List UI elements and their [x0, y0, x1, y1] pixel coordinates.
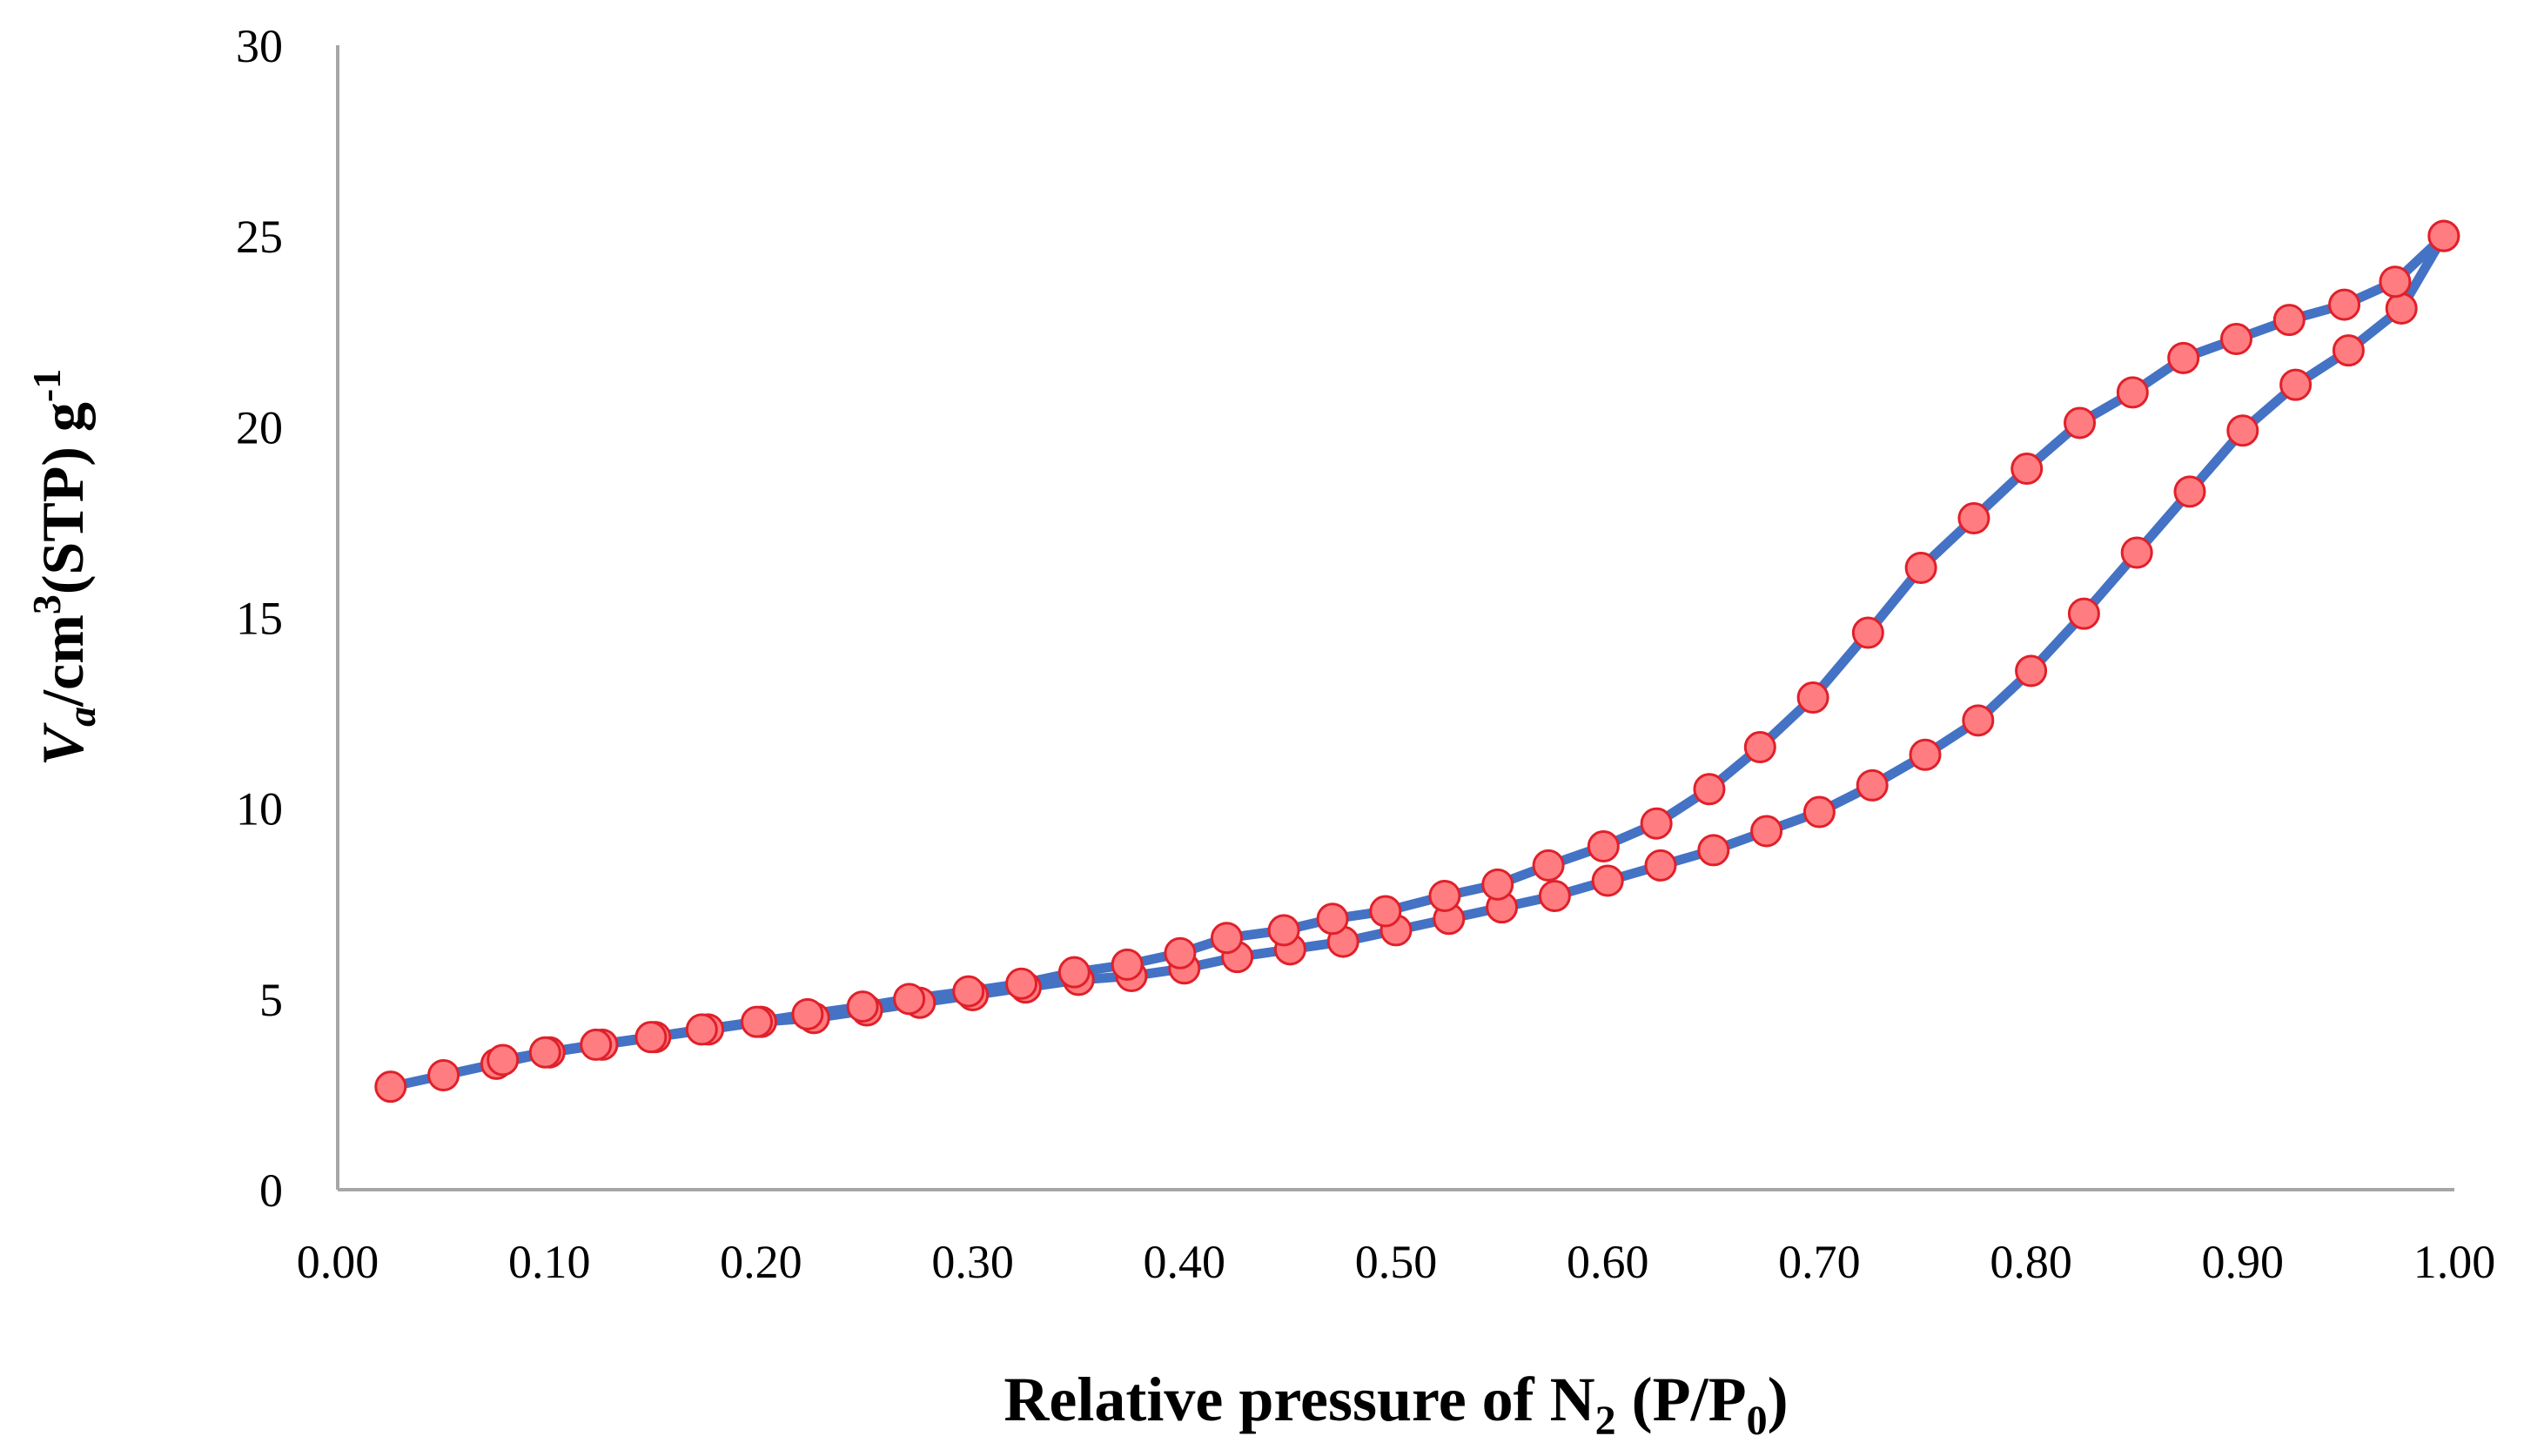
data-point-adsorption [2385, 292, 2418, 325]
y-tick-label: 0 [259, 1164, 283, 1217]
y-tick-label: 15 [236, 593, 283, 645]
series-line-desorption [498, 231, 2449, 1065]
data-point-desorption [1640, 807, 1673, 840]
data-point-desorption [1851, 616, 1884, 649]
data-point-desorption [634, 1021, 668, 1054]
y-tick-labels: 0 5 10 15 20 25 30 [236, 20, 283, 1217]
data-point-desorption [741, 1005, 774, 1038]
data-point-desorption [2379, 265, 2412, 299]
data-point-desorption [2328, 288, 2361, 321]
data-point-desorption [846, 990, 879, 1023]
data-point-adsorption [1802, 795, 1836, 829]
x-tick-label: 0.20 [720, 1236, 802, 1288]
data-point-desorption [1904, 552, 1937, 585]
data-point-adsorption [1644, 849, 1677, 882]
x-tick-label: 0.10 [508, 1236, 591, 1288]
data-point-adsorption [2067, 597, 2100, 630]
data-point-adsorption [2015, 654, 2048, 688]
series-lines [386, 231, 2449, 1092]
data-point-desorption [528, 1036, 561, 1069]
data-point-desorption [952, 975, 985, 1008]
data-point-adsorption [2226, 414, 2259, 447]
data-point-desorption [1532, 849, 1565, 882]
data-point-desorption [2272, 304, 2306, 337]
data-point-desorption [2427, 219, 2460, 252]
data-point-desorption [1210, 922, 1243, 955]
data-point-desorption [2116, 376, 2149, 409]
x-tick-label: 0.50 [1355, 1236, 1438, 1288]
data-point-adsorption [2279, 368, 2313, 401]
data-point-desorption [1428, 879, 1461, 912]
x-tick-label: 1.00 [2413, 1236, 2496, 1288]
data-point-adsorption [1856, 768, 1889, 802]
x-tick-label: 0.90 [2202, 1236, 2285, 1288]
data-point-desorption [2064, 406, 2097, 439]
data-point-adsorption [2120, 536, 2153, 569]
y-tick-label: 10 [236, 783, 283, 835]
data-point-adsorption [1750, 815, 1783, 848]
x-tick-label: 0.80 [1990, 1236, 2072, 1288]
series-line-adsorption [386, 231, 2449, 1092]
data-point-desorption [1743, 731, 1776, 764]
x-tick-labels: 0.00 0.10 0.20 0.30 0.40 0.50 0.60 0.70 0.80 0.90… [297, 1236, 2496, 1288]
x-tick-label: 0.40 [1144, 1236, 1226, 1288]
data-point-desorption [2167, 341, 2200, 374]
data-point-desorption [1316, 902, 1349, 936]
data-point-desorption [1796, 681, 1829, 715]
data-point-desorption [893, 983, 926, 1016]
data-point-adsorption [427, 1059, 460, 1091]
data-point-desorption [1111, 948, 1144, 981]
data-point-desorption [1693, 773, 1726, 806]
data-point-desorption [1005, 967, 1038, 1000]
x-tick-label: 0.30 [931, 1236, 1014, 1288]
data-point-adsorption [1962, 704, 1995, 737]
x-axis-label: Relative pressure of N2 (P/P0) [1004, 1365, 1788, 1444]
data-point-adsorption [374, 1070, 407, 1104]
data-point-desorption [2220, 323, 2253, 356]
series-markers [374, 219, 2460, 1104]
data-point-desorption [1957, 502, 1990, 535]
x-tick-label: 0.00 [297, 1236, 379, 1288]
data-point-adsorption [1697, 834, 1730, 867]
y-tick-label: 25 [236, 211, 283, 263]
y-axis-label: Va/cm3(STP) g-1 [24, 369, 104, 766]
data-point-desorption [1587, 830, 1620, 862]
data-point-adsorption [1909, 738, 1942, 771]
data-point-desorption [1164, 936, 1197, 970]
data-point-desorption [580, 1028, 613, 1061]
y-tick-label: 20 [236, 401, 283, 453]
axes [336, 45, 2454, 1191]
data-point-desorption [1057, 956, 1091, 989]
data-point-desorption [1267, 914, 1300, 947]
x-tick-label: 0.60 [1567, 1236, 1649, 1288]
data-point-adsorption [2332, 334, 2365, 367]
data-point-desorption [791, 997, 824, 1030]
data-point-desorption [2010, 453, 2044, 486]
data-point-desorption [1369, 895, 1402, 928]
y-tick-label: 30 [236, 20, 283, 72]
y-tick-label: 5 [259, 974, 283, 1026]
data-point-adsorption [2173, 475, 2206, 508]
data-point-adsorption [1591, 864, 1624, 897]
data-point-adsorption [1538, 879, 1571, 912]
x-tick-label: 0.70 [1778, 1236, 1861, 1288]
data-point-desorption [685, 1013, 718, 1046]
data-point-desorption [487, 1043, 520, 1077]
data-point-desorption [1481, 868, 1514, 901]
